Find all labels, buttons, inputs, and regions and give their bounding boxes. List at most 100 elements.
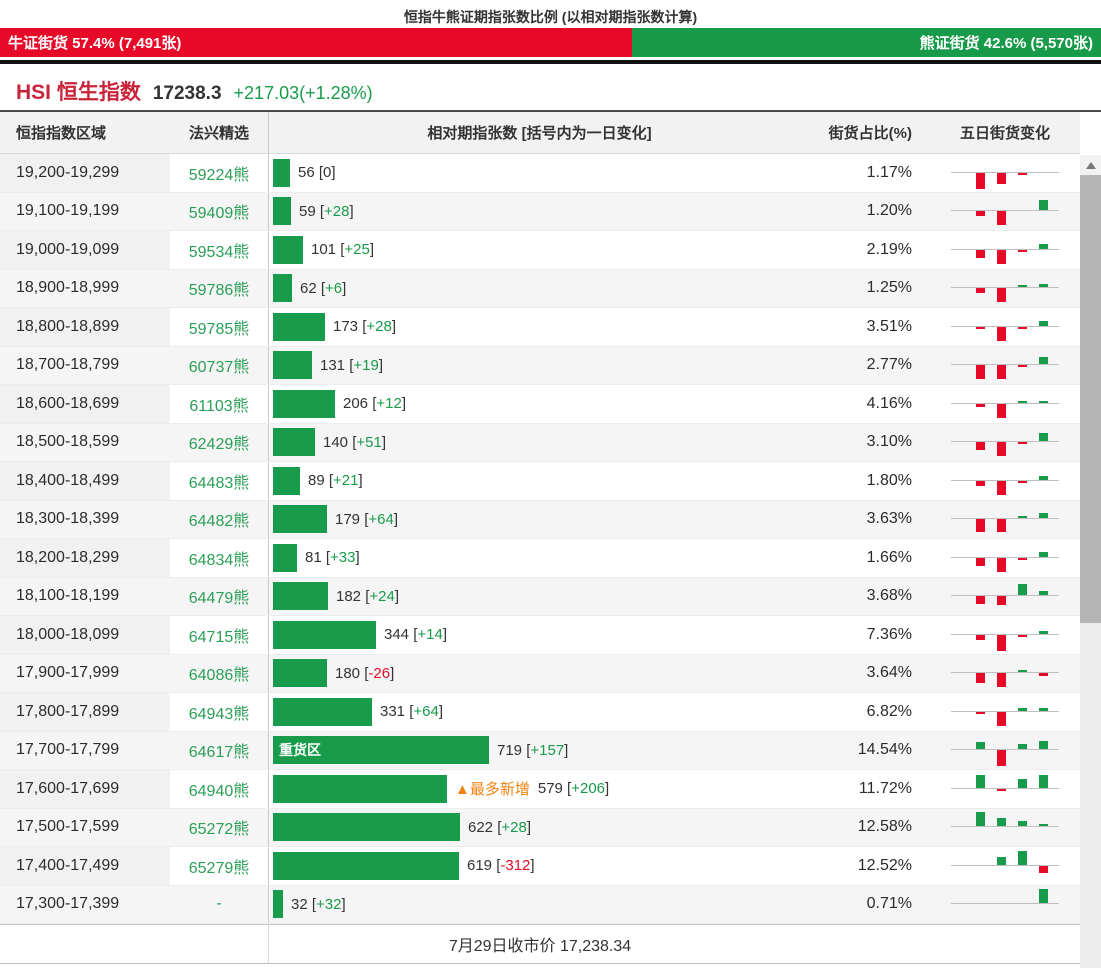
warrant-code-link[interactable]: 64940熊 [188,782,250,800]
contracts-bar [273,274,292,303]
warrant-code-link[interactable]: 64479熊 [188,590,250,608]
one-day-change: +12 [376,395,402,413]
table-row: 18,900-18,999 59786熊 62 [+6] 1.25% [0,269,1080,308]
contracts-bar [273,235,303,264]
vertical-scrollbar[interactable] [1080,155,1101,968]
five-day-up-bar [1018,285,1027,288]
five-day-change-chart [951,386,1059,422]
five-day-up-bar [1018,707,1027,711]
contracts-value: 206 [+12] [343,395,406,413]
chart-baseline [951,210,1059,212]
one-day-change: +206 [571,780,606,798]
contracts-value: 173 [+28] [333,318,396,336]
contracts-bar-cell: 140 [+51] [268,423,810,461]
contracts-bar [273,697,372,726]
five-day-up-bar [1039,433,1048,442]
most-added-annotation: ▲最多新增 [455,781,530,799]
one-day-change: +33 [330,549,356,567]
five-day-up-bar [1018,516,1027,519]
col-header-five-day: 五日街货变化 [959,125,1050,142]
chart-baseline [951,402,1059,404]
five-day-down-bar [997,519,1006,533]
five-day-up-bar [1039,320,1048,326]
five-day-change-chart [951,771,1059,807]
one-day-change: +24 [369,587,395,605]
warrant-code-link[interactable]: 62429熊 [188,436,250,454]
five-day-down-bar [997,326,1006,341]
index-range-cell: 18,800-18,899 [0,308,170,346]
scrollbar-up-button[interactable] [1080,155,1101,175]
table-row: 17,600-17,699 64940熊 ▲最多新增 579 [+206] 11.72% [0,770,1080,809]
contracts-bar [273,851,459,880]
page-title: 恒指牛熊证期指张数比例 (以相对期指张数计算) [403,9,698,25]
index-range-cell: 18,500-18,599 [16,433,120,451]
five-day-down-bar [997,365,1006,380]
warrant-code-link[interactable]: 64482熊 [188,513,250,531]
five-day-up-bar [1039,513,1048,519]
warrant-code-link[interactable]: 59534熊 [188,243,250,261]
table-row: 17,500-17,599 65272熊 622 [+28] 12.58% [0,808,1080,847]
five-day-up-bar [1039,200,1048,211]
chart-baseline [951,518,1059,520]
five-day-change-chart [951,424,1059,460]
five-day-down-bar [976,365,985,380]
contracts-bar [273,620,376,649]
chart-baseline [951,248,1059,250]
contracts-value: 579 [+206] [537,780,610,798]
chart-baseline [951,633,1059,635]
contracts-bar [273,582,328,611]
five-day-up-bar [997,856,1006,865]
contracts-bar [273,813,460,842]
warrant-code-link[interactable]: 64483熊 [188,474,250,492]
five-day-down-bar [1039,865,1048,873]
five-day-down-bar [997,596,1006,606]
chart-baseline [951,595,1059,597]
warrant-distribution-table: 恒指指数区域 法兴精选 相对期指张数 [括号内为一日变化] 街货占比(%) 五日… [0,110,1101,968]
five-day-down-bar [1018,442,1027,445]
table-row: 17,400-17,499 65279熊 619 [-312] 12.52% [0,847,1080,886]
five-day-down-bar [1018,249,1027,252]
warrant-code-link[interactable]: 64617熊 [188,744,250,762]
warrant-code-link[interactable]: 64086熊 [188,667,250,685]
index-range-cell: 17,300-17,399 [16,895,120,913]
col-header-street-pct: 街货占比(%) [828,125,912,142]
five-day-down-bar [997,288,1006,303]
five-day-up-bar [1039,475,1048,480]
warrant-code-link[interactable]: 60737熊 [188,359,250,377]
warrant-code-link[interactable]: 64715熊 [188,628,250,646]
contracts-value: 89 [+21] [308,472,363,490]
warrant-code-link[interactable]: 65272熊 [188,821,250,839]
contracts-bar-cell: 206 [+12] [268,385,810,423]
contracts-value: 131 [+19] [320,356,383,374]
street-pct-cell: 6.82% [866,702,912,720]
warrant-code-link[interactable]: 59786熊 [188,282,250,300]
five-day-down-bar [976,288,985,294]
contracts-bar [273,505,327,534]
warrant-code-link[interactable]: 61103熊 [189,397,249,415]
warrant-code-link[interactable]: 59409熊 [188,205,250,223]
warrant-code-link[interactable]: - [216,895,222,913]
contracts-value: 622 [+28] [468,818,531,836]
warrant-code-link[interactable]: 64943熊 [188,705,250,723]
warrant-code-link[interactable]: 59224熊 [188,166,250,184]
five-day-down-bar [997,634,1006,651]
contracts-bar [273,312,325,341]
chart-baseline [951,441,1059,443]
contracts-value: 140 [+51] [323,433,386,451]
five-day-down-bar [1018,172,1027,175]
five-day-up-bar [976,812,985,827]
five-day-down-bar [997,480,1006,495]
five-day-up-bar [1039,774,1048,788]
warrant-code-link[interactable]: 59785熊 [188,320,250,338]
chart-baseline [951,479,1059,481]
chart-baseline [951,364,1059,366]
index-range-cell: 18,200-18,299 [0,539,170,577]
warrant-code-link[interactable]: 65279熊 [188,859,250,877]
warrant-code-link[interactable]: 64834熊 [188,551,250,569]
col-header-sg-picks: 法兴精选 [188,125,249,142]
five-day-down-bar [1018,557,1027,560]
scrollbar-thumb[interactable] [1080,175,1101,623]
contracts-bar-cell: 622 [+28] [268,808,810,846]
one-day-change: +51 [356,433,382,451]
bull-ratio-segment: 牛证街货 57.4% (7,491张) [0,28,632,57]
